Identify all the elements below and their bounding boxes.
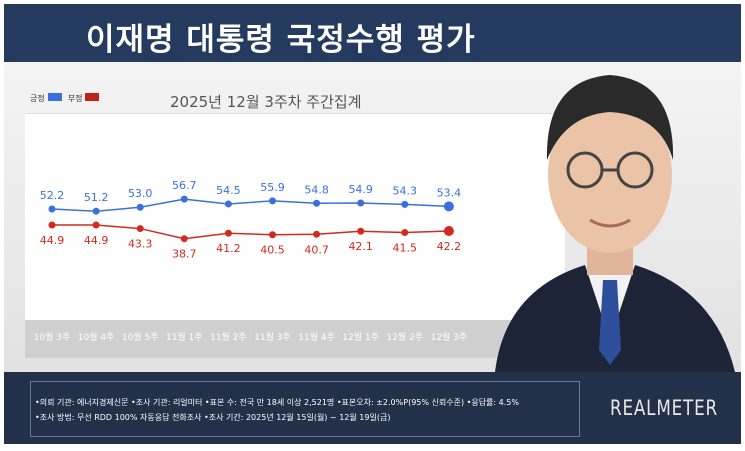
data-label: 44.9 [84,234,109,247]
x-axis-band [25,320,565,358]
data-label: 40.7 [304,243,329,256]
data-label: 42.2 [437,240,462,253]
data-label: 54.3 [393,184,418,197]
data-label: 41.2 [216,242,241,255]
survey-info: •의뢰 기관: 에너지경제신문 •조사 기관: 리얼미터 •표본 수: 전국 만… [30,381,580,437]
data-label: 43.3 [128,238,153,251]
legend: 긍정 부정 [30,93,100,104]
data-label: 55.9 [260,181,285,194]
chart-title: 2025년 12월 3주차 주간집계 [170,93,362,111]
header-banner: 이재명 대통령 국정수행 평가 [4,4,741,62]
legend-positive: 긍정 [30,93,62,104]
data-label: 54.8 [304,183,329,196]
data-point [180,235,188,243]
data-point [92,207,100,215]
x-tick-label: 12월 2주 [386,331,423,343]
data-label: 54.5 [216,184,241,197]
data-point [269,197,276,205]
data-point [136,203,144,211]
data-point [92,221,100,229]
data-point [357,199,365,207]
data-point [313,230,321,238]
data-point [401,229,409,237]
data-label: 53.4 [437,186,462,199]
data-label: 40.5 [260,244,285,257]
data-label: 44.9 [40,234,65,247]
series-line-0 [51,198,449,212]
x-tick-label: 11월 4주 [298,331,335,343]
president-photo [495,75,735,372]
data-point [269,231,276,239]
footer: •의뢰 기관: 에너지경제신문 •조사 기관: 리얼미터 •표본 수: 전국 만… [4,372,741,444]
data-label: 53.0 [128,187,153,200]
page-title: 이재명 대통령 국정수행 평가 [86,22,476,58]
data-point [401,200,409,208]
data-point [443,226,454,236]
realmeter-logo: REALMETER [610,396,718,420]
plot-area [25,113,565,358]
x-tick-label: 12월 1주 [342,331,379,343]
x-tick-label: 11월 2주 [210,331,247,343]
data-label: 41.5 [393,242,418,255]
data-point [224,229,232,237]
legend-negative: 부정 [68,93,100,104]
data-label: 42.1 [348,240,373,253]
data-label: 54.9 [348,183,373,196]
data-point [136,225,144,233]
data-label: 56.7 [172,179,197,192]
x-tick-label: 12월 3주 [431,331,468,343]
data-point [357,227,365,235]
data-point [48,221,56,229]
x-tick-label: 10월 5주 [122,331,159,343]
data-point [224,200,232,208]
data-label: 38.7 [172,248,197,261]
data-point [443,201,454,212]
data-label: 51.2 [84,191,109,204]
x-tick-label: 11월 1주 [166,331,203,343]
survey-info-line: •의뢰 기관: 에너지경제신문 •조사 기관: 리얼미터 •표본 수: 전국 만… [35,398,519,407]
x-tick-label: 11월 3주 [254,331,291,343]
series-line-1 [52,224,449,240]
data-point [180,195,188,203]
survey-info-line: •조사 방법: 무선 RDD 100% 자동응답 전화조사 •조사 기간: 20… [35,413,391,422]
x-tick-label: 10월 4주 [78,331,115,343]
data-point [48,205,56,213]
data-label: 52.2 [40,189,65,202]
data-point [313,199,321,207]
x-tick-label: 10월 3주 [34,331,71,343]
